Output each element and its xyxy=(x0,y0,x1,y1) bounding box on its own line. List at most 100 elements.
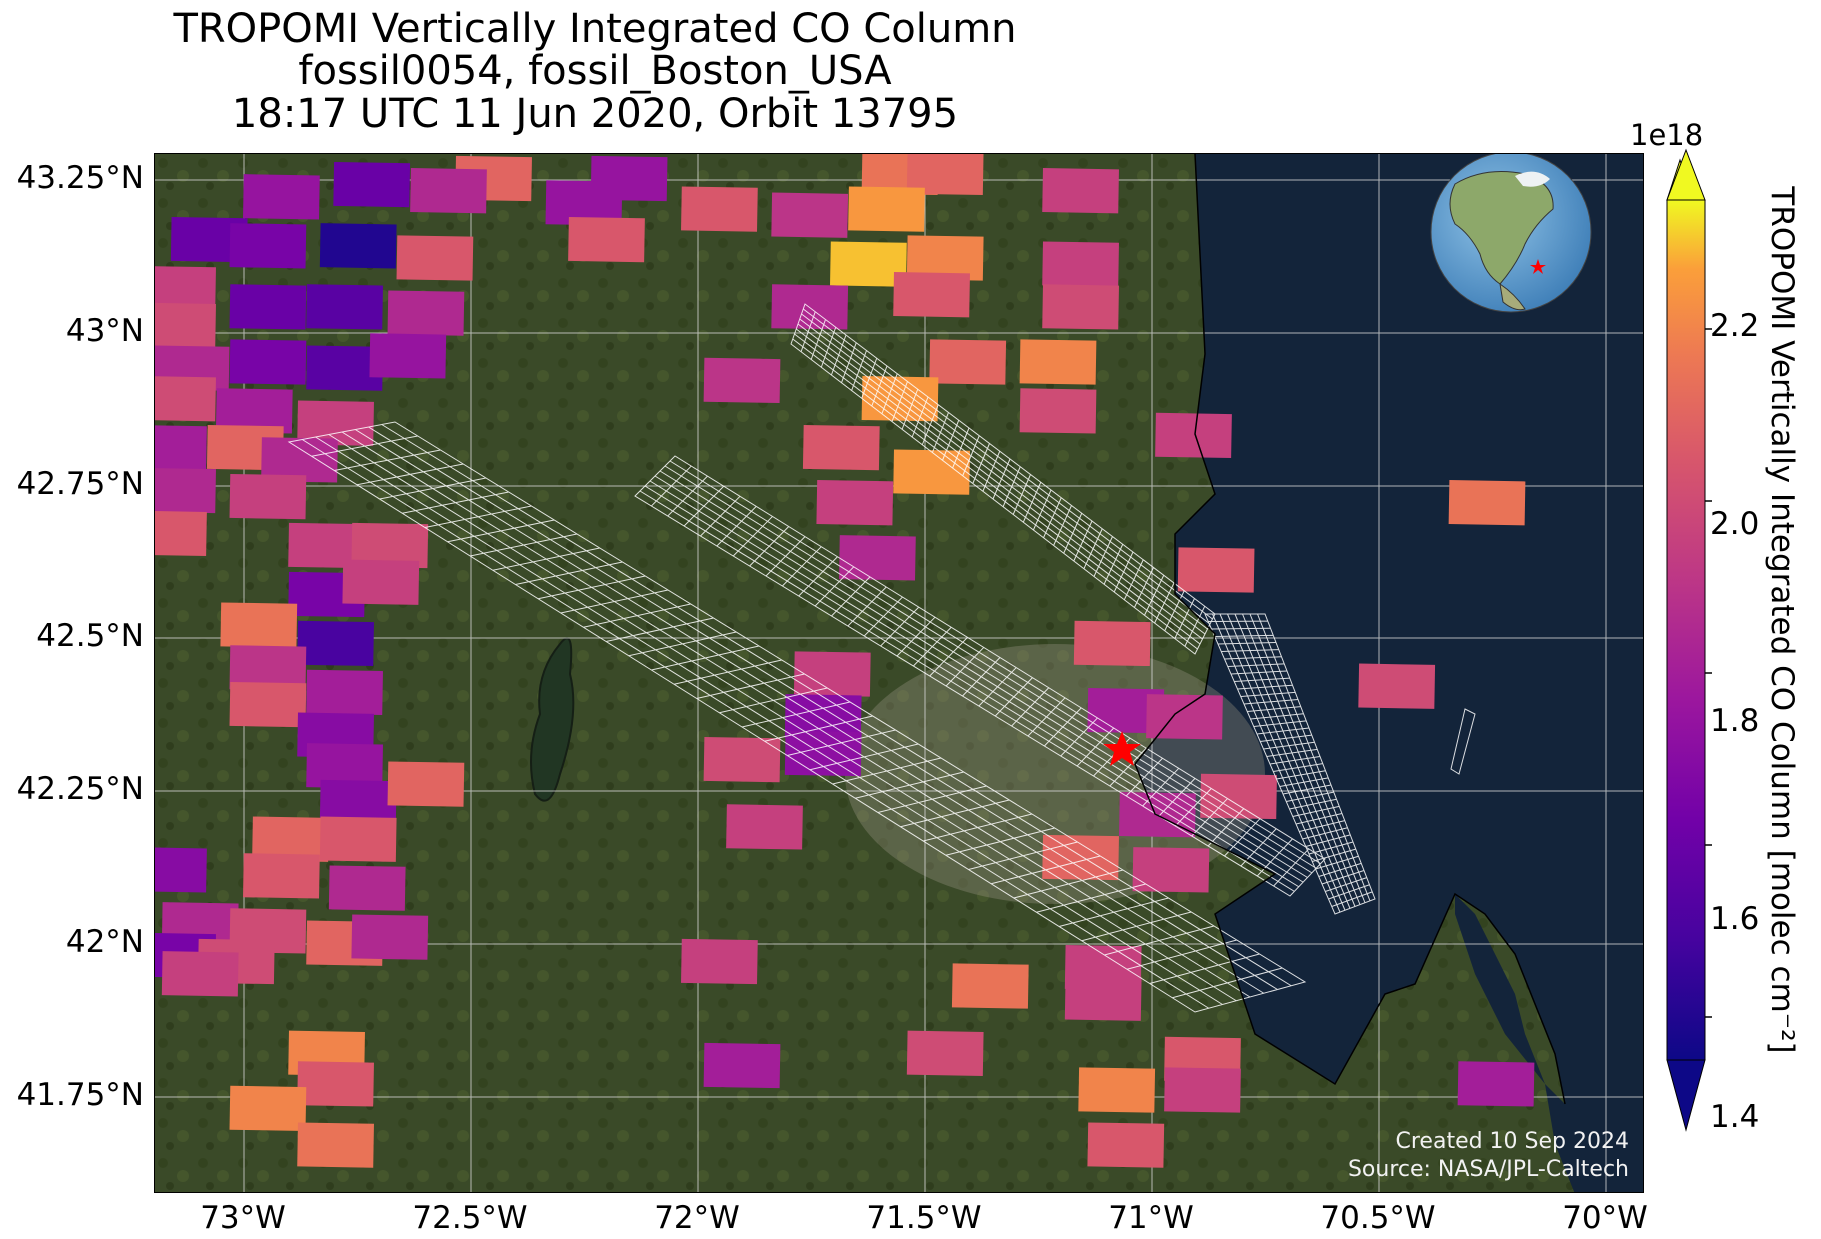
co-pixel xyxy=(155,265,216,312)
co-pixel xyxy=(229,681,307,728)
co-pixel xyxy=(319,816,397,862)
lon-tick: 73°W xyxy=(200,1200,286,1236)
co-pixel xyxy=(703,357,781,404)
co-pixel xyxy=(387,761,465,807)
co-pixel xyxy=(342,559,420,605)
colorbar-gradient xyxy=(1666,199,1706,1061)
co-pixel xyxy=(1042,834,1119,881)
co-pixel xyxy=(771,284,849,330)
co-pixel xyxy=(793,651,871,697)
lat-tick: 41.75°N xyxy=(16,1077,144,1113)
lat-tick: 43°N xyxy=(65,313,144,349)
mesh-line xyxy=(792,338,1198,650)
co-pixel xyxy=(1078,1067,1156,1113)
mesh-line xyxy=(1212,613,1341,913)
co-pixel xyxy=(568,216,645,263)
co-pixel xyxy=(1073,620,1151,667)
lat-tick: 42.75°N xyxy=(16,466,144,502)
map-panel[interactable]: Created 10 Sep 2024 Source: NASA/JPL-Cal… xyxy=(154,153,1644,1193)
site-star-marker[interactable] xyxy=(1103,731,1141,766)
mesh-line xyxy=(368,426,1278,990)
co-pixel xyxy=(1177,547,1255,593)
co-pixel xyxy=(1042,168,1119,214)
co-pixel xyxy=(951,963,1029,1009)
co-pixel xyxy=(229,1085,307,1132)
co-pixel xyxy=(229,473,307,520)
co-pixel xyxy=(252,816,329,862)
figure-title-line-2: fossil0054, fossil_Boston_USA xyxy=(298,48,892,94)
co-pixel xyxy=(229,645,307,691)
mesh-line xyxy=(801,313,1211,625)
co-pixel xyxy=(155,424,207,471)
co-pixel xyxy=(893,272,970,318)
lon-tick: 72°W xyxy=(654,1200,740,1236)
colorbar-label: TROPOMI Vertically Integrated CO Column … xyxy=(1764,186,1800,1054)
co-pixel xyxy=(929,339,1007,385)
mesh-line xyxy=(799,318,1208,630)
co-pixel xyxy=(155,302,216,348)
co-pixel xyxy=(848,186,925,232)
mesh-line xyxy=(354,429,1265,994)
co-pixel xyxy=(1064,975,1142,1021)
mesh-line xyxy=(644,485,1300,888)
lat-tick: 42°N xyxy=(65,924,144,960)
co-pixel xyxy=(545,180,623,226)
mesh-line xyxy=(649,480,1304,883)
colorbar-tick: 1.6 xyxy=(1710,901,1760,937)
mesh-line xyxy=(664,465,1317,869)
co-pixel xyxy=(802,424,880,471)
co-pixel xyxy=(1457,1061,1535,1107)
co-pixel xyxy=(215,388,293,434)
figure-title-line-1: TROPOMI Vertically Integrated CO Column xyxy=(173,6,1017,52)
mesh-line xyxy=(301,439,1210,1009)
co-pixel xyxy=(784,694,862,740)
co-pixel xyxy=(1042,284,1119,330)
co-pixel xyxy=(771,192,849,238)
co-pixel xyxy=(369,333,447,379)
co-pixel xyxy=(155,510,207,556)
co-pixel xyxy=(229,223,307,269)
co-pixel xyxy=(681,186,758,232)
co-pixel xyxy=(319,779,397,826)
colorbar xyxy=(1666,148,1712,1132)
colorbar-tick: 1.8 xyxy=(1710,703,1760,739)
colorbar-tick: 1.4 xyxy=(1710,1099,1760,1135)
co-pixel xyxy=(288,522,365,569)
co-pixel xyxy=(351,914,429,960)
mesh-line xyxy=(315,436,1223,1005)
mesh-line xyxy=(1234,613,1356,907)
co-pixel xyxy=(229,339,307,385)
co-pixel xyxy=(893,449,970,495)
mesh-line xyxy=(794,333,1201,645)
co-pixel xyxy=(170,216,248,263)
co-pixel xyxy=(161,951,239,997)
mesh-line xyxy=(1257,613,1371,902)
mesh-line xyxy=(639,490,1295,892)
co-pixel xyxy=(155,376,216,422)
mesh-line xyxy=(328,434,1237,1002)
co-pixel xyxy=(396,235,474,281)
reservoir-lake xyxy=(530,637,575,802)
co-pixel xyxy=(1087,688,1165,734)
mesh-line xyxy=(654,475,1308,878)
mesh-line xyxy=(1219,613,1346,911)
co-pixel xyxy=(410,168,487,214)
co-pixel xyxy=(328,865,406,911)
co-pixel xyxy=(1155,412,1232,459)
co-pixel xyxy=(387,290,465,336)
co-pixel xyxy=(229,284,307,330)
globe-icon xyxy=(1430,154,1592,313)
co-pixel xyxy=(155,847,207,893)
co-pixel xyxy=(1164,1067,1241,1113)
colorbar-tick: 2.0 xyxy=(1710,506,1760,542)
credit-created: Created 10 Sep 2024 xyxy=(1395,1129,1630,1154)
co-pixel xyxy=(306,284,383,330)
mesh-line xyxy=(341,431,1251,998)
co-pixel xyxy=(333,161,411,208)
lat-tick: 42.5°N xyxy=(36,618,144,654)
co-pixel xyxy=(1146,694,1223,740)
mesh-line xyxy=(802,308,1213,620)
mesh-line xyxy=(1227,613,1351,909)
co-pixel xyxy=(297,1061,374,1107)
lat-tick: 42.25°N xyxy=(16,771,144,807)
